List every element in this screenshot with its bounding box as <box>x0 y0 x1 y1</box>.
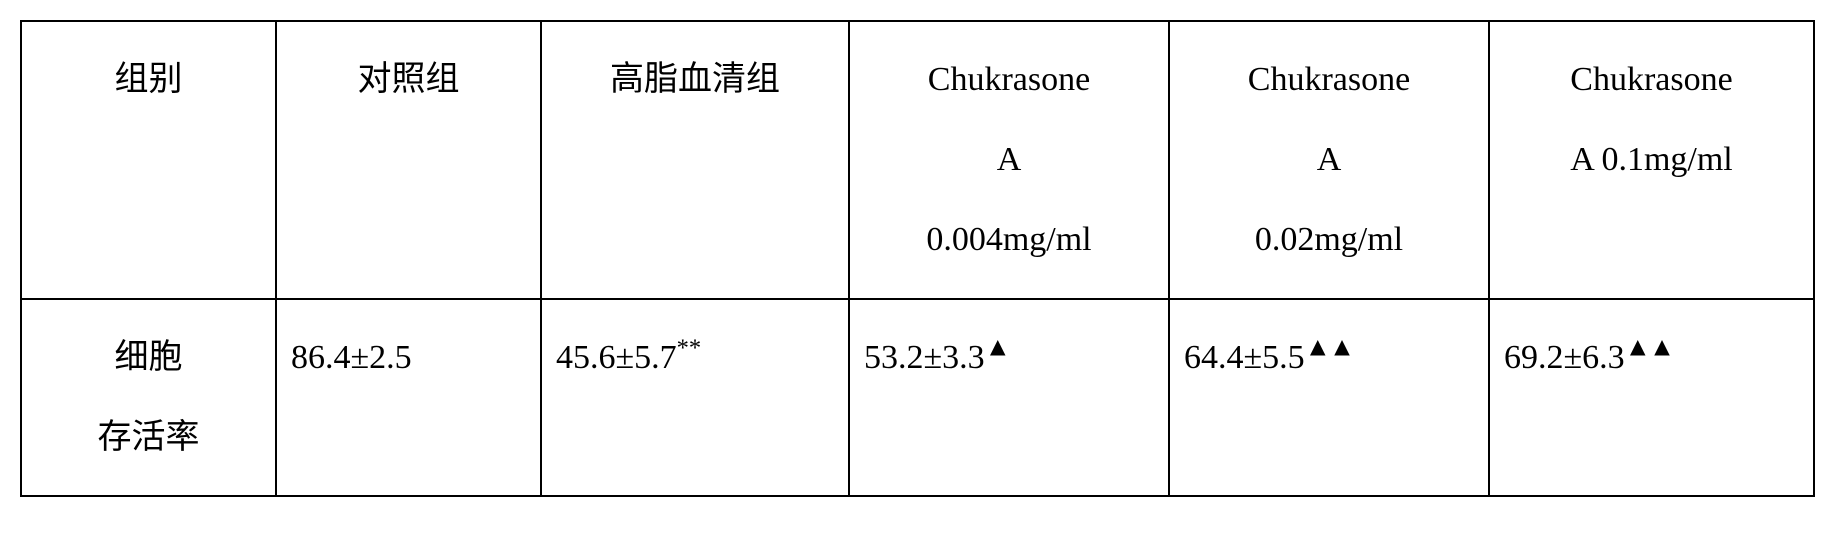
header-label: 高脂血清组 <box>556 40 834 120</box>
cell-value: 53.2±3.3 <box>864 339 985 376</box>
header-label: Chukrasone <box>864 40 1154 120</box>
header-label: Chukrasone <box>1504 40 1799 120</box>
signif-mark: ▲▲ <box>1625 331 1674 361</box>
cell-value: 69.2±6.3 <box>1504 339 1625 376</box>
header-cell-dose-3: Chukrasone A 0.1mg/ml <box>1489 21 1814 299</box>
header-label: A <box>864 120 1154 200</box>
row-label: 存活率 <box>36 398 261 478</box>
header-label: 0.02mg/ml <box>1184 200 1474 280</box>
header-label: A <box>1184 120 1474 200</box>
table-header-row: 组别 对照组 高脂血清组 Chukrasone A 0.004mg/ml Chu… <box>21 21 1814 299</box>
row-label: 细胞 <box>36 318 261 398</box>
header-cell-highfat: 高脂血清组 <box>541 21 849 299</box>
cell-value: 64.4±5.5 <box>1184 339 1305 376</box>
data-cell-dose-3: 69.2±6.3▲▲ <box>1489 299 1814 497</box>
header-label: 对照组 <box>291 40 526 120</box>
header-cell-group: 组别 <box>21 21 276 299</box>
data-cell-highfat: 45.6±5.7** <box>541 299 849 497</box>
data-cell-dose-1: 53.2±3.3▲ <box>849 299 1169 497</box>
header-cell-dose-1: Chukrasone A 0.004mg/ml <box>849 21 1169 299</box>
cell-value: 45.6±5.7 <box>556 339 677 376</box>
header-label: Chukrasone <box>1184 40 1474 120</box>
signif-mark: ▲▲ <box>1305 331 1354 361</box>
header-cell-dose-2: Chukrasone A 0.02mg/ml <box>1169 21 1489 299</box>
header-cell-control: 对照组 <box>276 21 541 299</box>
data-table: 组别 对照组 高脂血清组 Chukrasone A 0.004mg/ml Chu… <box>20 20 1815 497</box>
header-label: 0.004mg/ml <box>864 200 1154 280</box>
table-row: 细胞 存活率 86.4±2.5 45.6±5.7** 53.2±3.3▲ 64.… <box>21 299 1814 497</box>
row-label-cell: 细胞 存活率 <box>21 299 276 497</box>
data-cell-control: 86.4±2.5 <box>276 299 541 497</box>
data-cell-dose-2: 64.4±5.5▲▲ <box>1169 299 1489 497</box>
cell-value: 86.4±2.5 <box>291 339 412 376</box>
signif-mark: ** <box>677 334 701 361</box>
header-label: A 0.1mg/ml <box>1504 120 1799 200</box>
header-label: 组别 <box>36 40 261 120</box>
signif-mark: ▲ <box>985 331 1009 361</box>
